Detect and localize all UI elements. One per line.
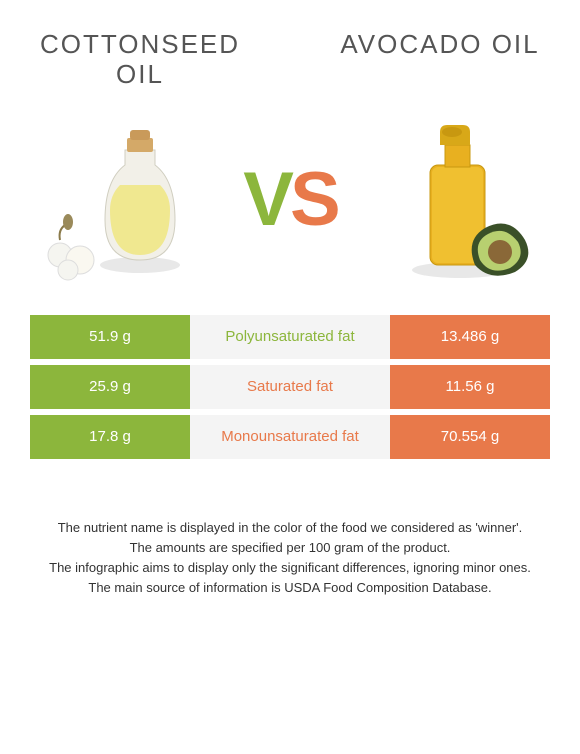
footnote-line: The amounts are specified per 100 gram o… bbox=[30, 539, 550, 557]
footnote-line: The infographic aims to display only the… bbox=[30, 559, 550, 577]
table-row: 25.9 gSaturated fat11.56 g bbox=[30, 365, 550, 409]
footnote-line: The nutrient name is displayed in the co… bbox=[30, 519, 550, 537]
comparison-table: 51.9 gPolyunsaturated fat13.486 g 25.9 gS… bbox=[30, 315, 550, 459]
avocado-oil-image bbox=[390, 110, 550, 290]
left-value: 51.9 g bbox=[30, 315, 190, 359]
right-value: 13.486 g bbox=[390, 315, 550, 359]
right-title: AVOCADO OIL bbox=[330, 30, 550, 60]
nutrient-label: Monounsaturated fat bbox=[190, 415, 390, 459]
images-row: VS bbox=[30, 110, 550, 290]
right-value: 11.56 g bbox=[390, 365, 550, 409]
vs-s: S bbox=[290, 156, 337, 243]
nutrient-label: Polyunsaturated fat bbox=[190, 315, 390, 359]
left-value: 17.8 g bbox=[30, 415, 190, 459]
right-value: 70.554 g bbox=[390, 415, 550, 459]
vs-v: V bbox=[243, 156, 290, 243]
cottonseed-oil-image bbox=[30, 110, 190, 290]
table-row: 17.8 gMonounsaturated fat70.554 g bbox=[30, 415, 550, 459]
vs-label: VS bbox=[243, 156, 336, 243]
left-title: COTTONSEED OIL bbox=[30, 30, 250, 90]
table-row: 51.9 gPolyunsaturated fat13.486 g bbox=[30, 315, 550, 359]
left-value: 25.9 g bbox=[30, 365, 190, 409]
footnote-line: The main source of information is USDA F… bbox=[30, 579, 550, 597]
footnotes: The nutrient name is displayed in the co… bbox=[30, 519, 550, 598]
nutrient-label: Saturated fat bbox=[190, 365, 390, 409]
